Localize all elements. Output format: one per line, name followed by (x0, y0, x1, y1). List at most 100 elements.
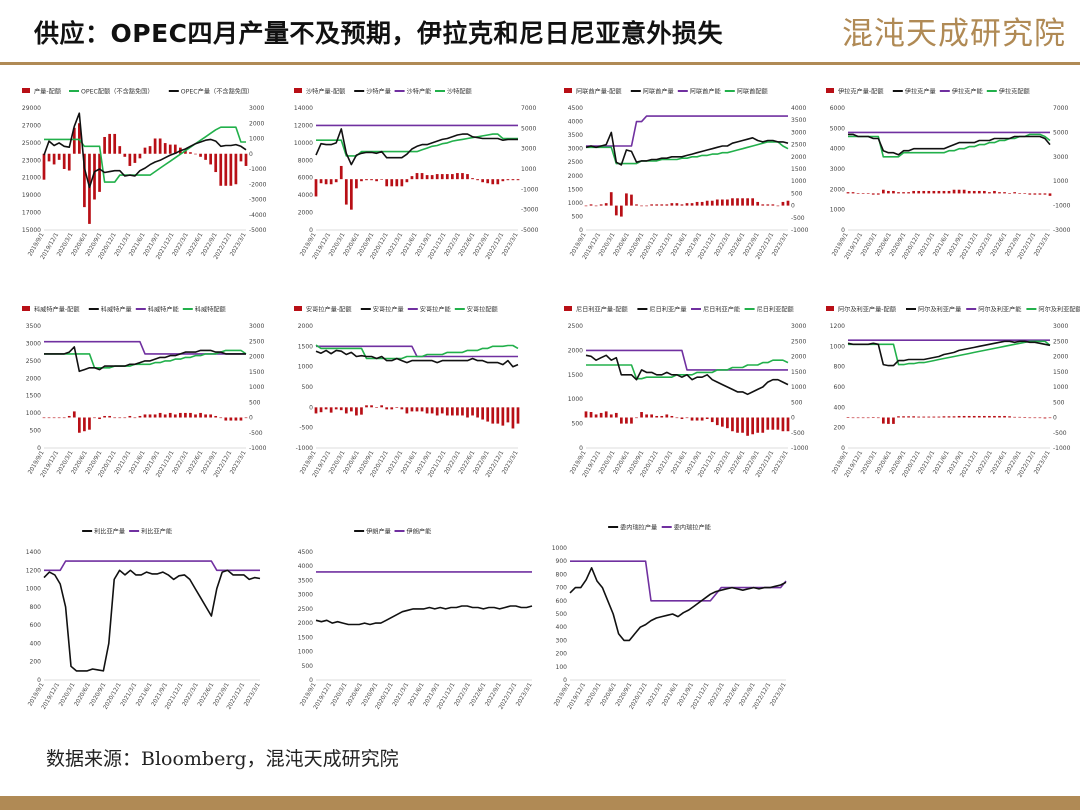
legend-item: 阿联酋产量 (630, 88, 674, 96)
y-tick-label: 1500 (298, 634, 313, 641)
y2-tick-label: 0 (1053, 415, 1057, 422)
y-tick-label: 1500 (298, 343, 313, 350)
diff-bar (846, 417, 850, 418)
diff-bar (491, 179, 495, 185)
diff-bar (365, 405, 368, 408)
y-tick-label: 200 (834, 425, 846, 432)
diff-bar (390, 179, 394, 187)
y2-tick-label: -2000 (249, 181, 267, 188)
diff-bar (334, 407, 338, 410)
y-tick-label: 2500 (298, 606, 313, 613)
diff-bar (395, 179, 399, 187)
diff-bar (881, 417, 885, 424)
diff-bar (435, 407, 439, 416)
diff-bar (471, 407, 474, 416)
diff-bar (932, 416, 936, 418)
chart-panel: 利比亚产量 利比亚产能 0 200 400 600 800 1000 1200 1400 2019/… (14, 524, 276, 724)
diff-bar (952, 416, 956, 418)
chart-panel: 尼日利亚产量-配额 尼日利亚产量 尼日利亚产能 尼日利亚配额 0 500 1000 1500 2… (556, 302, 818, 492)
diff-bar (62, 153, 66, 169)
diff-bar (625, 417, 628, 424)
legend-item: 阿尔及利亚配额 (1026, 306, 1080, 314)
diff-bar (380, 179, 384, 180)
diff-bar (405, 179, 409, 183)
diff-bar (239, 417, 243, 421)
legend-label: 科威特产能 (148, 306, 179, 314)
diff-bar (922, 416, 926, 418)
diff-bar (516, 407, 520, 424)
diff-bar (194, 153, 197, 155)
y2-tick-label: 2500 (791, 142, 806, 149)
diff-bar (680, 204, 684, 206)
y-tick-label: 1500 (568, 186, 583, 193)
production-line (569, 566, 787, 642)
diff-bar (360, 179, 363, 182)
diff-bar (635, 417, 638, 419)
diff-bar (584, 411, 588, 418)
diff-bar (189, 152, 192, 154)
diff-bar (856, 193, 860, 194)
y-tick-label: 17000 (22, 210, 41, 217)
diff-bar (516, 179, 520, 181)
legend-label: 沙特配额 (447, 88, 473, 96)
chart-panel: 产量-配额 OPEC配额（不含豁免国） OPEC产量（不含豁免国） 15000 1700… (14, 84, 276, 274)
legend-label: 沙特产量 (366, 88, 391, 96)
diff-bar (324, 179, 328, 185)
y-tick-label: 800 (30, 604, 42, 611)
diff-bar (942, 190, 946, 194)
diff-bar (168, 144, 172, 154)
diff-bar (62, 417, 66, 419)
legend-swatch (22, 306, 30, 311)
y-tick-label: 5000 (830, 125, 845, 132)
y2-tick-label: 5000 (1053, 129, 1068, 136)
legend-label: 沙特产量-配额 (306, 88, 346, 96)
diff-bar (57, 153, 61, 160)
diff-bar (640, 205, 643, 207)
diff-bar (199, 153, 202, 157)
diff-bar (942, 416, 946, 418)
diff-bar (998, 192, 1001, 194)
diff-bar (736, 417, 739, 433)
y2-tick-label: 500 (791, 399, 803, 406)
diff-bar (776, 205, 780, 207)
diff-bar (1013, 416, 1017, 418)
production-line (585, 131, 789, 166)
diff-bar (776, 417, 780, 430)
y2-tick-label: 1500 (1053, 369, 1068, 376)
diff-bar (143, 414, 147, 418)
y2-tick-label: -1000 (249, 166, 267, 173)
diff-bar (705, 200, 709, 206)
y-tick-label: 1000 (568, 396, 583, 403)
diff-bar (148, 146, 152, 154)
diff-bar (173, 414, 177, 418)
y2-tick-label: 2000 (791, 354, 806, 361)
y-tick-label: 500 (302, 384, 314, 391)
diff-bar (988, 415, 991, 418)
diff-bar (511, 179, 515, 181)
y2-tick-label: 1000 (521, 166, 536, 173)
legend-item: 伊拉克配额 (986, 88, 1031, 96)
y-tick-label: 200 (556, 651, 568, 658)
y2-tick-label: 1500 (791, 166, 806, 173)
legend-label: 产量-配额 (34, 88, 62, 96)
legend-item: 尼日利亚产能 (691, 306, 740, 314)
diff-bar (123, 417, 127, 419)
diff-bar (385, 179, 389, 187)
legend-label: 伊朗产能 (407, 528, 432, 536)
diff-bar (675, 203, 679, 206)
diff-bar (501, 407, 505, 426)
diff-bar (471, 178, 474, 180)
legend-item: 阿联酋配额 (724, 88, 769, 96)
y2-tick-label: 3000 (249, 105, 264, 112)
y2-tick-label: -3000 (249, 197, 267, 204)
diff-bar (731, 417, 734, 432)
y2-tick-label: 500 (1053, 399, 1065, 406)
legend-label: 伊拉克产量 (905, 88, 936, 96)
y2-tick-label: 2500 (249, 338, 264, 345)
legend-label: 安哥拉产量 (373, 306, 404, 314)
y-tick-label: 500 (572, 421, 584, 428)
legend-label: 利比亚产能 (141, 528, 172, 536)
production-line (847, 340, 1051, 367)
production-line (44, 346, 246, 373)
legend-label: 尼日利亚产能 (703, 306, 740, 314)
